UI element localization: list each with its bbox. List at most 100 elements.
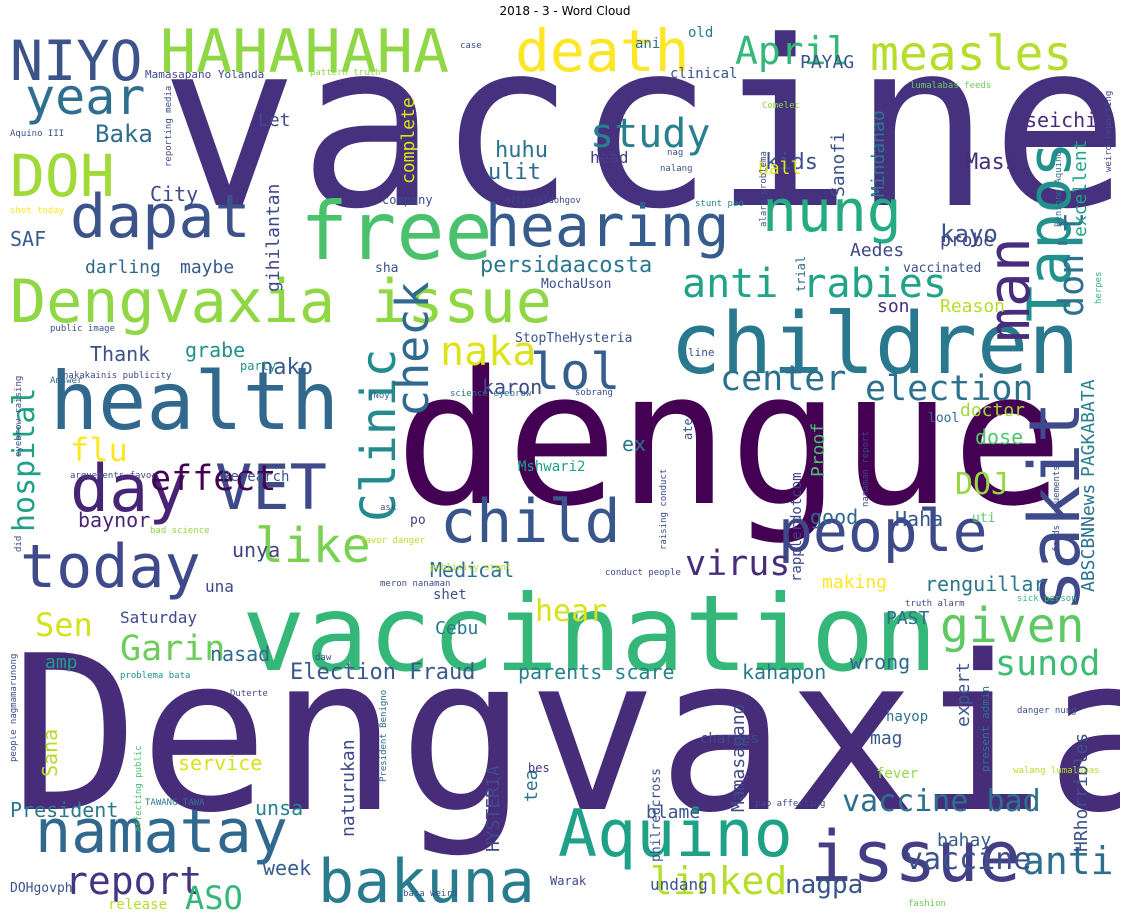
word-dohgovph: DOHgovph	[10, 881, 73, 896]
word-nalang: nalang	[660, 164, 693, 174]
word-renguillar: renguillar	[925, 572, 1046, 596]
word-conduct-people: conduct people	[605, 568, 681, 578]
word-hysteria: HYSTERIA	[483, 765, 504, 852]
word-nung: nung	[762, 177, 902, 245]
word-sobrang: sobrang	[575, 388, 613, 398]
word-cebu: Cebu	[435, 618, 479, 639]
word-sha: sha	[375, 261, 399, 276]
word-shet: shet	[433, 587, 467, 603]
word-baka: Baka	[95, 120, 153, 148]
word-bes: bes	[528, 761, 550, 775]
word-proof: Proof	[808, 422, 829, 477]
word-anti-rabies: anti rabies	[682, 261, 947, 307]
word-president: President	[10, 798, 119, 822]
word-kids: kids	[765, 150, 818, 175]
word-eyebrow-raising: eyebrow raising	[14, 375, 24, 457]
word-medical: Medical	[430, 558, 515, 582]
word-uti: uti	[972, 511, 996, 526]
word-trial: trial	[794, 255, 808, 292]
word-maybe: maybe	[180, 257, 235, 278]
word-walang-lumalabas: walang lumalabas	[1013, 766, 1100, 776]
word-ask: ask	[380, 503, 397, 513]
word-party: party	[240, 359, 277, 373]
word-linked: linked	[650, 859, 788, 903]
word-mamasapano-yolanda: Mamasapano Yolanda	[145, 68, 265, 81]
word-given: given	[940, 598, 1085, 654]
word-aquino: Aquino	[558, 797, 793, 872]
word-virus: virus	[685, 544, 791, 584]
word-people: people	[778, 497, 988, 565]
word-cloud: vaccine Dengvaxia dengue vaccination childre…	[10, 22, 1120, 913]
word-public-image: public image	[50, 324, 116, 334]
word-election: election	[865, 369, 1034, 409]
word-head: head	[590, 148, 629, 167]
word-hear: hear	[535, 594, 608, 629]
word-city: City	[150, 182, 199, 206]
word-lol: lol	[530, 343, 621, 401]
word-sen: Sen	[35, 606, 93, 644]
word-ex: ex	[622, 432, 647, 456]
word-niyo: NIYO	[10, 29, 143, 93]
word-hrhorribles: HRhorribles	[1071, 732, 1092, 852]
word-did: did	[14, 535, 24, 552]
word-expert: expert	[953, 661, 974, 727]
word-tawang-tawa: TAWANG TAWA	[145, 798, 205, 808]
word-doj: DOJ	[955, 467, 1010, 502]
word-mshwari2: Mshwari2	[518, 459, 586, 475]
word-nag: nag	[667, 148, 684, 158]
word-measles: measles	[870, 26, 1073, 82]
word-dengvaxia-issue: Dengvaxia issue	[10, 267, 552, 337]
word-saf: SAF	[10, 227, 47, 251]
word-garin: Garin	[120, 629, 226, 669]
word-lumalabas-feeds: lumalabas feeds	[910, 81, 992, 91]
word-favor-danger: favor danger	[360, 536, 426, 546]
word-stunt-pao: stunt pao	[695, 199, 744, 209]
word-mag: mag	[870, 728, 903, 749]
word-past: PAST	[886, 608, 930, 629]
word-vet: VET	[215, 451, 327, 524]
word-mamasapano: Mamasapano	[728, 703, 749, 812]
word-april: April	[735, 29, 850, 73]
word-doctor: doctor	[960, 400, 1026, 421]
word-philredcross: philredcross	[649, 768, 664, 862]
word-making: making	[822, 572, 888, 593]
word-effect: effect	[150, 459, 277, 499]
word-man: man	[975, 237, 1043, 342]
word-undang: undang	[650, 875, 708, 894]
word-fever: fever	[876, 766, 919, 782]
word-problema-bata: problema bata	[120, 671, 191, 681]
word-center: center	[720, 359, 847, 399]
word-stopthehysteria: StopTheHysteria	[515, 331, 633, 346]
word-karon: karon	[482, 375, 543, 399]
word-answer: Answer	[50, 376, 83, 386]
word-comelec: Comelec	[762, 101, 800, 111]
word-unsa: unsa	[255, 796, 304, 820]
word-naka: naka	[440, 329, 537, 375]
word-let: Let	[258, 110, 291, 131]
word-amp: amp	[45, 652, 78, 673]
word-good: good	[810, 505, 859, 529]
word-grabe: grabe	[185, 338, 246, 362]
word-year: year	[25, 68, 146, 126]
word-case: case	[460, 41, 482, 51]
word-seichi: seichi	[1025, 108, 1098, 132]
word-weird-reporting: weird reporting	[1104, 90, 1114, 172]
word-week: week	[263, 856, 312, 880]
word-like: like	[255, 518, 371, 574]
word-blame: blame	[646, 802, 701, 823]
word-reporting-media: reporting media	[164, 85, 174, 167]
word-ulit: ulit	[488, 160, 541, 185]
word-dengue: dengue	[395, 331, 1064, 547]
word-service: service	[178, 751, 263, 775]
word-bahay: bahay	[937, 830, 992, 851]
word-persidaacosta: persidaacosta	[480, 253, 653, 278]
word-mindanao: Mindanao	[868, 110, 889, 197]
word-darling: darling	[85, 257, 161, 278]
chart-title: 2018 - 3 - Word Cloud	[499, 4, 631, 18]
word-nagpa: nagpa	[785, 870, 864, 900]
word-dapat: dapat	[70, 182, 251, 252]
word-sana: Sana	[38, 728, 62, 777]
word-po: po	[410, 513, 426, 528]
word-nasad: nasad	[210, 642, 271, 666]
